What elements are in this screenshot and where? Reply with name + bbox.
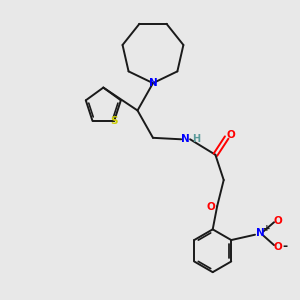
Text: N: N — [181, 134, 189, 144]
Text: O: O — [206, 202, 215, 212]
Text: O: O — [226, 130, 235, 140]
Text: N: N — [256, 228, 265, 238]
Text: N: N — [148, 78, 157, 88]
Text: -: - — [283, 239, 288, 253]
Text: S: S — [110, 116, 118, 126]
Text: O: O — [274, 216, 282, 226]
Text: O: O — [274, 242, 282, 252]
Text: H: H — [193, 134, 201, 144]
Text: +: + — [263, 224, 271, 233]
